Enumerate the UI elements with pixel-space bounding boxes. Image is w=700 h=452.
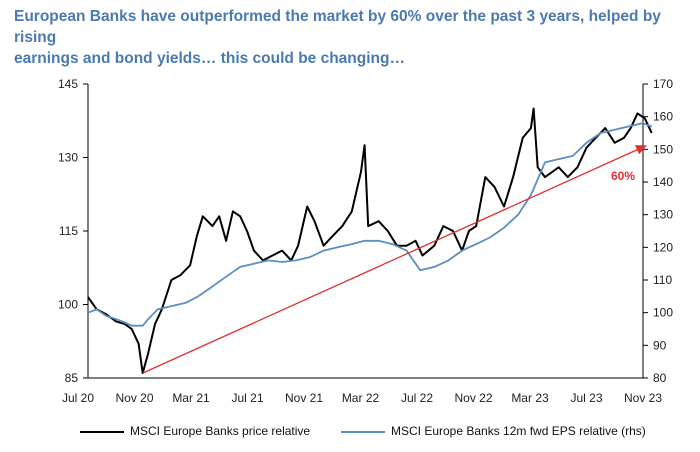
headline-line-2: earnings and bond yields… this could be … <box>14 50 405 67</box>
x-tick-label: Jul 21 <box>231 391 263 405</box>
legend-swatch-price <box>80 430 124 433</box>
left-tick-label: 145 <box>58 77 78 91</box>
x-tick-label: Mar 21 <box>172 391 210 405</box>
x-tick-label: Jul 22 <box>401 391 433 405</box>
price-relative-line <box>87 107 653 375</box>
left-tick-label: 100 <box>58 298 78 312</box>
x-tick-label: Mar 23 <box>511 391 549 405</box>
right-tick-label: 160 <box>653 110 673 124</box>
headline-line-1: European Banks have outperformed the mar… <box>14 8 661 46</box>
x-tick-label: Nov 21 <box>285 391 323 405</box>
x-tick-label: Nov 20 <box>115 391 153 405</box>
right-tick-label: 170 <box>653 77 673 91</box>
x-tick-label: Jul 20 <box>62 391 94 405</box>
left-tick-label: 130 <box>58 151 78 165</box>
trend-arrowhead <box>635 145 648 155</box>
left-tick-label: 85 <box>65 371 79 385</box>
x-tick-label: Mar 22 <box>342 391 380 405</box>
legend-label-eps: MSCI Europe Banks 12m fwd EPS relative (… <box>391 424 646 438</box>
right-tick-label: 130 <box>653 208 673 222</box>
annotation-layer: 60% <box>142 145 648 374</box>
x-tick-label: Jul 23 <box>570 391 602 405</box>
legend-swatch-eps <box>341 430 385 433</box>
right-tick-label: 140 <box>653 175 673 189</box>
series-layer <box>87 107 653 375</box>
legend-item-price: MSCI Europe Banks price relative <box>80 424 310 438</box>
right-tick-label: 110 <box>653 273 672 287</box>
legend-item-eps: MSCI Europe Banks 12m fwd EPS relative (… <box>341 424 646 438</box>
x-tick-label: Nov 22 <box>454 391 492 405</box>
legend-label-price: MSCI Europe Banks price relative <box>130 424 311 438</box>
trend-label: 60% <box>611 169 635 183</box>
trend-line <box>142 149 638 374</box>
right-tick-label: 120 <box>653 240 673 254</box>
tick-layer: 85 100 115 130 145 80 90 100 110 120 130 140 150 160 1… <box>58 77 673 405</box>
right-tick-label: 90 <box>653 338 667 352</box>
right-tick-label: 150 <box>653 142 673 156</box>
eps-relative-line <box>87 122 653 327</box>
right-tick-label: 100 <box>653 306 673 320</box>
left-tick-label: 115 <box>59 224 78 238</box>
chart-headline: European Banks have outperformed the mar… <box>14 6 686 69</box>
chart-axes <box>83 83 648 379</box>
right-tick-label: 80 <box>653 371 667 385</box>
x-tick-label: Nov 23 <box>624 391 662 405</box>
